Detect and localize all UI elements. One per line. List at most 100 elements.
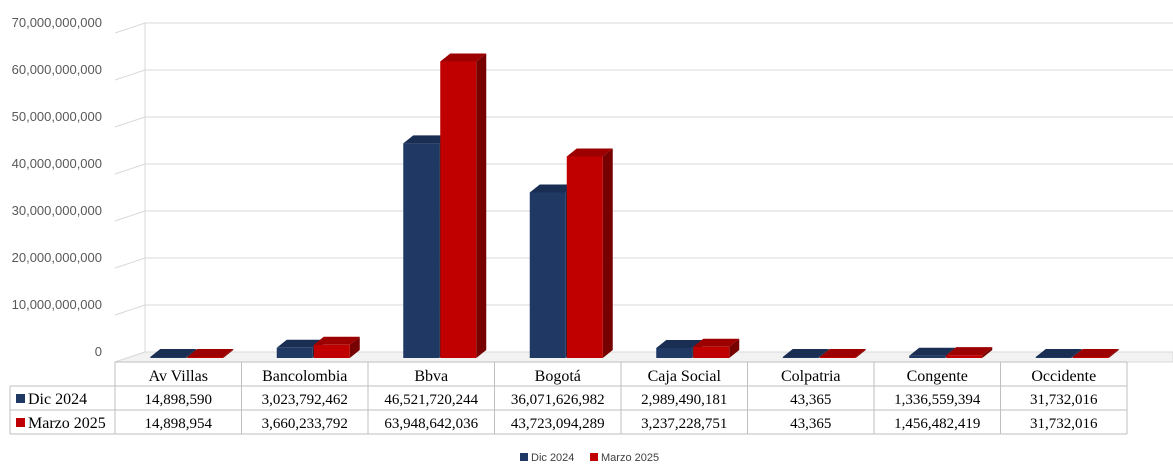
bar-side xyxy=(729,338,740,358)
bar-marzo-2025-0 xyxy=(187,349,234,358)
data-cell: 36,071,626,982 xyxy=(511,392,605,408)
bar-top xyxy=(946,347,993,356)
legend-label: Marzo 2025 xyxy=(601,452,659,464)
bar-marzo-2025-1 xyxy=(313,336,360,358)
bar-top xyxy=(150,349,197,357)
gridlines xyxy=(114,22,1173,363)
bar-top xyxy=(529,184,576,193)
data-cell: 31,732,016 xyxy=(1030,392,1098,408)
bar-marzo-2025-2 xyxy=(440,53,487,359)
bar-marzo-2025-7 xyxy=(1072,349,1119,358)
bar-front xyxy=(150,357,187,358)
bar-side xyxy=(818,349,829,358)
bar-top xyxy=(403,135,450,144)
bar-front xyxy=(693,346,730,358)
y-tick-label: 50,000,000,000 xyxy=(12,109,102,124)
bar-front xyxy=(946,355,983,358)
bar-top xyxy=(782,349,829,357)
bar-top xyxy=(1035,349,1082,357)
data-cell: 3,023,792,462 xyxy=(262,392,348,408)
bar-side xyxy=(476,53,487,359)
data-cell: 14,898,954 xyxy=(145,416,213,432)
data-cell: 1,336,559,394 xyxy=(894,392,981,408)
data-cell: 43,723,094,289 xyxy=(511,416,605,432)
bar-top xyxy=(693,338,740,347)
bar-front xyxy=(656,347,693,358)
y-tick-label: 10,000,000,000 xyxy=(12,297,102,312)
category-label: Av Villas xyxy=(149,368,208,385)
floor-plane xyxy=(114,351,1173,363)
data-cell: 43,365 xyxy=(790,416,831,432)
legend-label: Dic 2024 xyxy=(531,452,574,464)
data-cell: 1,456,482,419 xyxy=(894,416,980,432)
bar-front xyxy=(440,61,477,359)
bar-front xyxy=(313,344,350,358)
bar-top xyxy=(566,148,613,157)
category-label: Bancolombia xyxy=(262,368,347,385)
bar-top xyxy=(1072,349,1119,357)
legend-key xyxy=(520,453,528,461)
bar-front xyxy=(909,355,946,358)
table-legend-key xyxy=(16,418,25,427)
bar-marzo-2025-6 xyxy=(946,347,993,358)
bar-top xyxy=(819,349,866,357)
gridline-diag xyxy=(114,210,146,222)
bar-side xyxy=(186,349,197,358)
category-label: Colpatria xyxy=(781,368,841,385)
bar-side xyxy=(982,347,993,358)
gridline-diag xyxy=(114,163,146,175)
gridline-diag xyxy=(114,257,146,269)
data-cell: 31,732,016 xyxy=(1030,416,1098,432)
gridline-diag xyxy=(114,116,146,128)
bar-front xyxy=(782,357,819,358)
bar-side xyxy=(349,336,360,358)
bar-front xyxy=(566,156,603,358)
bar-marzo-2025-5 xyxy=(819,349,866,358)
bar-side xyxy=(602,148,613,358)
data-cell: 3,660,233,792 xyxy=(262,416,348,432)
series-row-label: Marzo 2025 xyxy=(28,415,106,432)
bar-top xyxy=(909,347,956,356)
bar-marzo-2025-3 xyxy=(566,148,613,358)
bar-top xyxy=(276,339,323,348)
y-tick-label: 70,000,000,000 xyxy=(12,15,102,30)
category-label: Caja Social xyxy=(648,368,722,385)
bar-top xyxy=(656,339,703,348)
data-cell: 46,521,720,244 xyxy=(384,392,478,408)
y-tick-label: 0 xyxy=(95,344,102,359)
gridline-diag xyxy=(114,22,146,34)
bar-dic-2024-0 xyxy=(150,349,197,358)
bar-marzo-2025-4 xyxy=(693,338,740,358)
bar-side xyxy=(855,349,866,358)
data-cell: 43,365 xyxy=(790,392,831,408)
bar-front xyxy=(1072,357,1109,358)
data-cell: 63,948,642,036 xyxy=(384,416,478,432)
data-cell: 2,989,490,181 xyxy=(641,392,727,408)
bar-front xyxy=(819,357,856,358)
chart-floor xyxy=(114,351,1173,363)
bar-top xyxy=(187,349,234,357)
data-cell: 3,237,228,751 xyxy=(641,416,727,432)
category-label: Occidente xyxy=(1031,368,1096,385)
table-legend-key xyxy=(16,394,25,403)
y-tick-label: 20,000,000,000 xyxy=(12,250,102,265)
bar-front xyxy=(1035,357,1072,358)
category-label: Congente xyxy=(907,368,968,385)
y-tick-label: 30,000,000,000 xyxy=(12,203,102,218)
bar-dic-2024-7 xyxy=(1035,349,1082,358)
bar-front xyxy=(276,347,313,358)
gridline-diag xyxy=(114,69,146,81)
y-tick-label: 40,000,000,000 xyxy=(12,156,102,171)
bar-top xyxy=(440,53,487,62)
data-table: Av Villas Bancolombia Bbva Bogotá Caja Socia… xyxy=(9,361,1128,435)
y-axis-ticks: 0 10,000,000,000 20,000,000,000 30,000,000,… xyxy=(12,15,102,359)
bar-front xyxy=(529,192,566,358)
bar-top xyxy=(313,336,360,345)
category-label: Bbva xyxy=(414,368,448,385)
gridline-diag xyxy=(114,304,146,316)
bars xyxy=(150,53,1119,359)
bar-front xyxy=(187,357,224,358)
bar-dic-2024-5 xyxy=(782,349,829,358)
legend-key xyxy=(590,453,598,461)
